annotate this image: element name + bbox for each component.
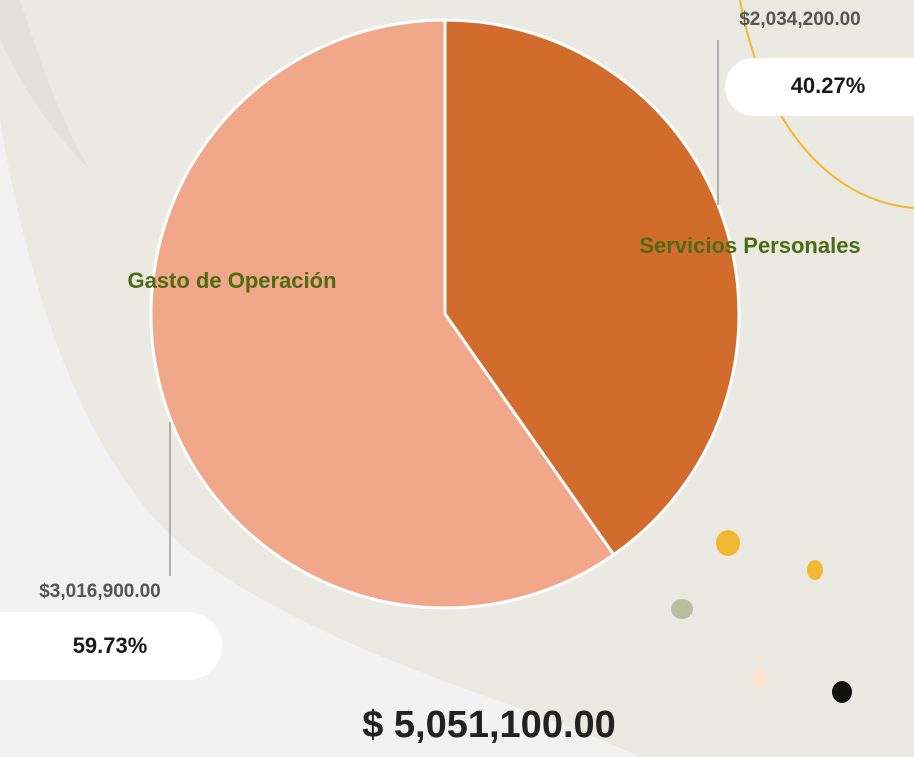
- decor-dot: [752, 669, 768, 689]
- percentage-pill: [0, 612, 222, 680]
- percentage-label: 59.73%: [73, 633, 148, 658]
- category-label: Servicios Personales: [639, 233, 860, 258]
- pie: [149, 18, 741, 610]
- decor-dot: [671, 599, 693, 619]
- decor-dot: [716, 530, 740, 556]
- decor-arc: [739, 0, 914, 209]
- pie-slice: [443, 18, 741, 557]
- category-label: Gasto de Operación: [127, 268, 336, 293]
- background-shape: [0, 0, 90, 170]
- value-label: $2,034,200.00: [739, 9, 861, 30]
- percentage-label: 40.27%: [791, 73, 866, 98]
- decor-dot: [807, 560, 823, 580]
- value-label: $3,016,900.00: [39, 581, 161, 602]
- percentage-pill: [725, 58, 914, 116]
- total: $ 5,051,100.00: [362, 704, 616, 746]
- decor-dot: [832, 681, 852, 703]
- pie-slice: [149, 18, 616, 610]
